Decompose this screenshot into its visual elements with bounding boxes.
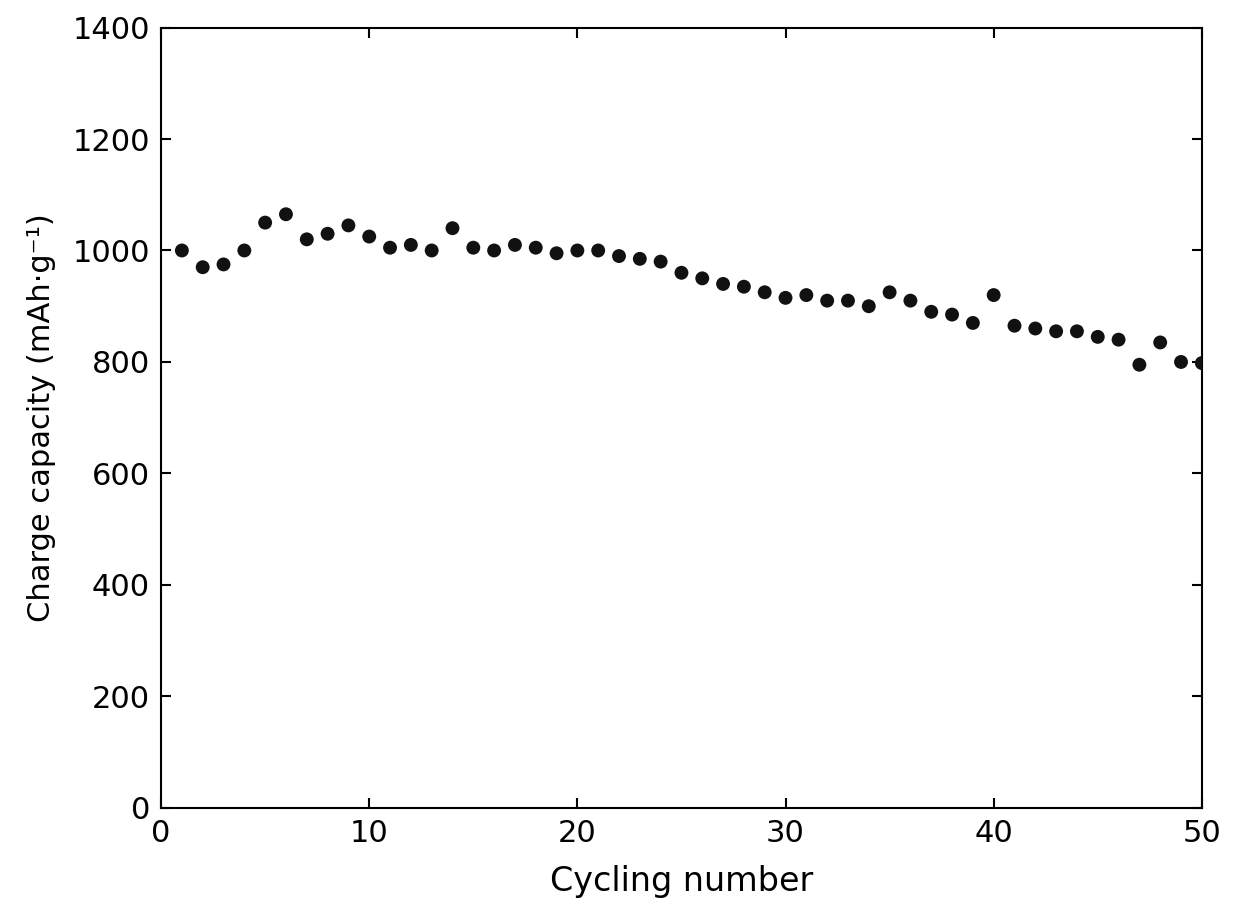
Point bbox=[818, 294, 838, 308]
Point bbox=[838, 294, 857, 308]
Point bbox=[567, 243, 587, 258]
Point bbox=[714, 276, 733, 291]
Point bbox=[172, 243, 192, 258]
Point bbox=[276, 207, 296, 221]
Point bbox=[610, 249, 629, 263]
Point bbox=[650, 254, 670, 269]
Point bbox=[1046, 324, 1066, 339]
Point bbox=[963, 316, 983, 330]
Point bbox=[193, 260, 213, 274]
Y-axis label: Charge capacity (mAh·g⁻¹): Charge capacity (mAh·g⁻¹) bbox=[27, 213, 56, 622]
Point bbox=[359, 230, 379, 244]
Point bbox=[1171, 354, 1191, 369]
Point bbox=[338, 218, 358, 233]
Point bbox=[922, 305, 942, 319]
Point bbox=[234, 243, 254, 258]
Point bbox=[317, 227, 337, 241]
Point bbox=[859, 299, 878, 314]
Point bbox=[755, 285, 774, 299]
Point bbox=[880, 285, 900, 299]
Point bbox=[255, 216, 275, 230]
Point bbox=[942, 308, 961, 322]
Point bbox=[421, 243, 441, 258]
Point bbox=[297, 232, 317, 247]
Point bbox=[401, 238, 421, 252]
Point bbox=[525, 241, 545, 255]
Point bbox=[1150, 335, 1170, 350]
Point bbox=[213, 257, 233, 272]
Point bbox=[589, 243, 608, 258]
Point bbox=[546, 246, 566, 261]
Point bbox=[672, 265, 691, 280]
Point bbox=[901, 294, 921, 308]
Point bbox=[1109, 332, 1129, 347]
Point bbox=[733, 279, 753, 294]
Point bbox=[629, 252, 649, 266]
Point bbox=[484, 243, 504, 258]
Point bbox=[1088, 330, 1108, 344]
Point bbox=[1005, 319, 1025, 333]
Point bbox=[506, 238, 525, 252]
Point bbox=[776, 290, 795, 305]
Point bbox=[797, 287, 817, 302]
Point bbox=[463, 241, 483, 255]
X-axis label: Cycling number: Cycling number bbox=[550, 865, 813, 898]
Point bbox=[1026, 321, 1046, 336]
Point bbox=[380, 241, 400, 255]
Point bbox=[984, 287, 1004, 302]
Point bbox=[1192, 356, 1212, 371]
Point bbox=[693, 271, 712, 285]
Point bbox=[442, 221, 462, 236]
Point bbox=[1130, 357, 1150, 372]
Point bbox=[1067, 324, 1087, 339]
